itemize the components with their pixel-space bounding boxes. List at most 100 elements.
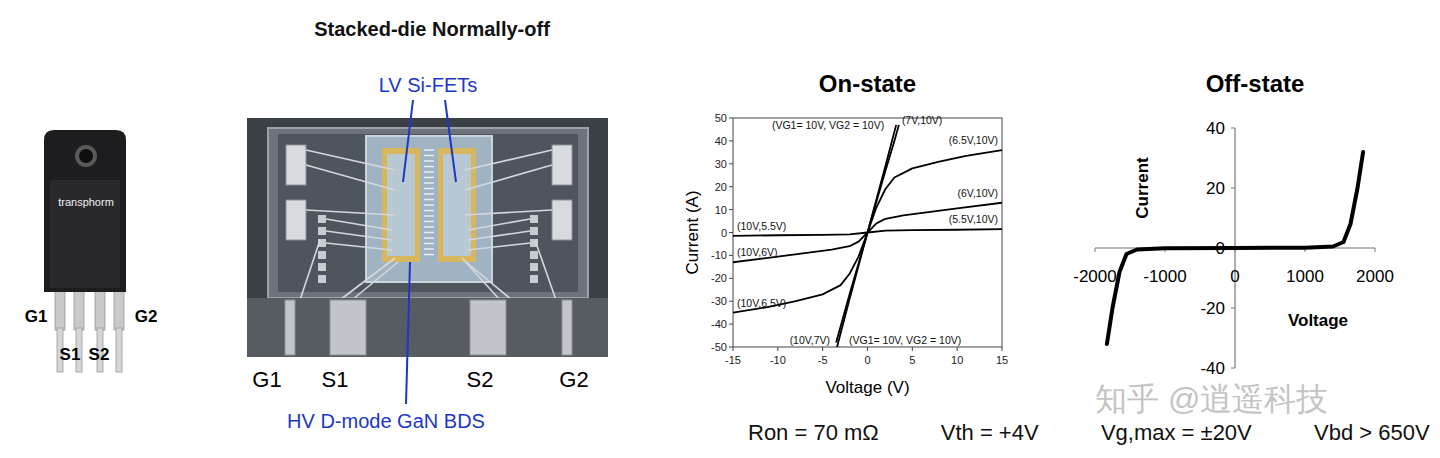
tick [1095, 248, 1096, 252]
pointer-line [406, 262, 410, 404]
series-line [733, 233, 868, 236]
bond-wire [340, 258, 395, 300]
bond-wire [468, 219, 530, 230]
bond-wire [466, 262, 512, 300]
label-patch [355, 72, 501, 98]
bond-wire [468, 231, 530, 240]
tick-label: 0 [721, 227, 727, 239]
tick-label: 40 [1206, 119, 1225, 138]
specs: Ron = 70 mΩVth = +4VVg,max = ±20VVbd > 6… [748, 420, 1430, 445]
tick-label: 1000 [1286, 267, 1324, 286]
series-label: (6V,10V) [958, 187, 998, 199]
pad [530, 215, 538, 223]
bond-wire [535, 240, 556, 300]
spec-text: Vth = +4V [941, 420, 1039, 445]
pad [318, 263, 326, 271]
die-finger [424, 149, 434, 151]
bond-wire [306, 150, 395, 170]
tick [957, 347, 958, 351]
pin-label: S2 [89, 345, 110, 364]
bond-wire [326, 231, 392, 240]
die-label: LV Si-FETs [379, 74, 478, 96]
series-label: (7V,10V) [902, 114, 942, 126]
tick [729, 140, 733, 141]
pointer-line [403, 100, 413, 182]
tick-label: -20 [1200, 299, 1225, 318]
tick [729, 209, 733, 210]
tick [729, 278, 733, 279]
lead [470, 300, 506, 355]
tick-label: 40 [715, 135, 727, 147]
series-line [733, 233, 868, 263]
die-pin-label: S2 [467, 367, 494, 392]
series-label: (5.5V,10V) [949, 213, 998, 225]
series-label: (10V,6V) [737, 246, 777, 258]
series-label: (VG1= 10V, VG2 = 10V) [849, 334, 961, 346]
tick-label: -15 [725, 354, 741, 366]
tick-label: 20 [715, 181, 727, 193]
die-finger [424, 226, 434, 228]
die-finger [424, 243, 434, 245]
die-finger [424, 232, 434, 234]
tick-label: -20 [711, 272, 727, 284]
lead-area [247, 298, 608, 357]
pad [530, 251, 538, 259]
package: transphormG1S1S2G2 [25, 130, 158, 372]
axis-title: Voltage (V) [825, 378, 909, 397]
die-finger [424, 237, 434, 239]
series-line [868, 150, 1003, 232]
die-title: Stacked-die Normally-off [314, 18, 550, 40]
pin-label: S1 [60, 345, 81, 364]
pad [286, 145, 306, 185]
tick-label: -30 [711, 295, 727, 307]
die-finger [424, 171, 434, 173]
tick [729, 347, 733, 348]
tick-label: -50 [711, 341, 727, 353]
package-hole [79, 149, 93, 163]
tick-label: 2000 [1356, 267, 1394, 286]
axis-title: Current [1133, 157, 1152, 219]
die-finger [424, 160, 434, 162]
pad [318, 275, 326, 283]
die-finger [424, 199, 434, 201]
bond-wire [465, 210, 552, 215]
leadframe [268, 128, 588, 298]
si-fet [382, 148, 420, 262]
series-group [733, 125, 1002, 347]
pad [530, 227, 538, 235]
pad [286, 200, 306, 240]
die-pin-label: G2 [559, 367, 588, 392]
series-label: (VG1= 10V, VG2 = 10V) [772, 119, 884, 131]
tick-label: 10 [715, 204, 727, 216]
pad [552, 200, 572, 240]
die-finger [424, 215, 434, 217]
si-fet [438, 148, 476, 262]
pin-label: G2 [135, 307, 158, 326]
tick [1231, 128, 1235, 129]
tick-label: 30 [715, 158, 727, 170]
tick-label: -1000 [1143, 267, 1186, 286]
tick-label: 5 [909, 354, 915, 366]
series-label: (6.5V,10V) [949, 134, 998, 146]
tick [729, 301, 733, 302]
tick [729, 324, 733, 325]
die-pin-label: G1 [252, 367, 281, 392]
tick-label: -10 [711, 249, 727, 261]
tick [729, 163, 733, 164]
die-finger [424, 204, 434, 206]
package-hole [75, 145, 97, 167]
tick [729, 255, 733, 256]
axis-title: Current (A) [683, 190, 702, 274]
tick-label: -2000 [1073, 267, 1116, 286]
tick-label: 0 [1230, 267, 1239, 286]
chart-title: Off-state [1206, 70, 1305, 97]
series-line [1107, 152, 1363, 344]
tick-label: -40 [711, 318, 727, 330]
tick [729, 232, 733, 233]
series-group [1107, 152, 1363, 344]
tick [822, 347, 823, 351]
bond-wire [326, 219, 392, 230]
die-finger [424, 210, 434, 212]
tick [729, 118, 733, 119]
series-line [868, 203, 1003, 233]
